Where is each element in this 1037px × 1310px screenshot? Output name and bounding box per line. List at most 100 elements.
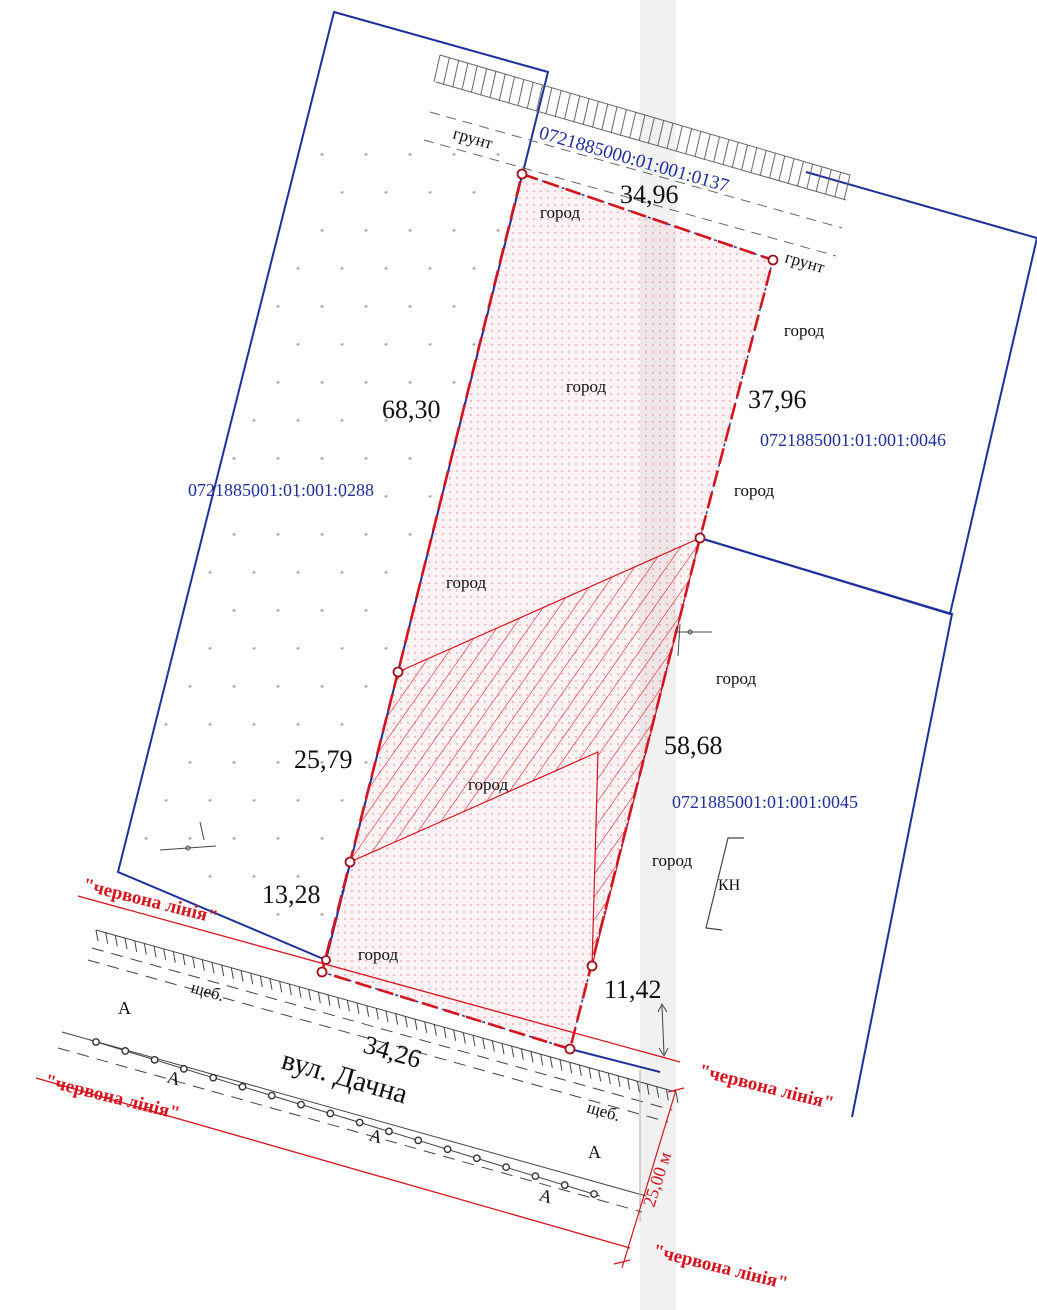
- street-tick: [482, 1037, 486, 1050]
- street-tick: [259, 975, 263, 987]
- parcel-number-west: 0721885001:01:001:0288: [188, 480, 374, 500]
- garden-mark: ″: [408, 456, 412, 466]
- building-label: КН: [718, 877, 741, 894]
- street-tick: [443, 1027, 447, 1039]
- garden-mark: ″: [320, 684, 324, 694]
- street-width-dimension: [613, 1087, 685, 1269]
- garden-mark: ″: [232, 608, 236, 618]
- street-tick: [559, 1059, 563, 1071]
- garden-mark: ″: [364, 684, 368, 694]
- garden-mark: ″: [428, 494, 432, 504]
- garden-mark: ″: [276, 684, 280, 694]
- garden-mark: ″: [472, 266, 476, 276]
- garden-mark: ″: [164, 722, 168, 732]
- dim-north: 34,96: [620, 180, 679, 209]
- garden-mark: ″: [252, 494, 256, 504]
- soil-tick: [489, 71, 497, 99]
- street-tick: [308, 989, 312, 1001]
- street-tick: [172, 951, 176, 963]
- street-tick: [124, 938, 128, 950]
- street-tick: [453, 1029, 457, 1041]
- garden-mark: ″: [232, 760, 236, 770]
- soil-tick: [647, 117, 655, 144]
- garden-mark: ″: [276, 456, 280, 466]
- garden-mark: ″: [364, 608, 368, 618]
- street-tick: [414, 1019, 418, 1031]
- garden-mark: ″: [232, 532, 236, 542]
- street-tick: [143, 943, 147, 955]
- soil-tick: [591, 101, 599, 128]
- street-tick: [356, 1002, 360, 1014]
- garden-mark: ″: [276, 380, 280, 390]
- parcel-number-east: 0721885001:01:001:0045: [672, 792, 858, 812]
- garden-mark: ″: [208, 722, 212, 732]
- street-tick: [105, 932, 109, 944]
- soil-tick: [517, 79, 525, 107]
- garden-mark: ″: [296, 722, 300, 732]
- pole-marker: [326, 1109, 335, 1118]
- pole-line-wire: [89, 1039, 601, 1197]
- red-line-label: "червона лінія": [43, 1070, 182, 1124]
- street-tick: [607, 1073, 611, 1085]
- pole-marker: [297, 1100, 305, 1109]
- garden-mark: ″: [384, 418, 388, 428]
- soil-tick: [722, 139, 730, 166]
- garden-mark: ″: [276, 608, 280, 618]
- street-tick: [491, 1040, 495, 1052]
- street-tick: [375, 1008, 379, 1020]
- soil-tick: [619, 109, 627, 136]
- street-tick: [114, 935, 118, 947]
- garden-mark: ″: [320, 228, 324, 238]
- street-tick: [404, 1016, 408, 1028]
- garden-mark: ″: [320, 304, 324, 314]
- garden-mark: ″: [340, 418, 344, 428]
- garden-mark: ″: [408, 152, 412, 162]
- dim-east-lower: 11,42: [604, 975, 662, 1004]
- garden-mark: ″: [384, 646, 388, 656]
- asphalt-label: А: [367, 1125, 385, 1148]
- gravel-label: щеб.: [189, 978, 226, 1006]
- soil-tick: [824, 169, 832, 195]
- garden-mark: ″: [364, 304, 368, 314]
- red-line-label: "червона лінія": [697, 1060, 836, 1114]
- street-tick: [288, 983, 292, 996]
- soil-tick: [480, 68, 488, 96]
- garden-mark: ″: [296, 342, 300, 352]
- soil-tick: [498, 73, 506, 101]
- soil-label: грунт: [451, 124, 496, 154]
- street-tick: [617, 1075, 621, 1087]
- soil-tick: [759, 150, 767, 176]
- land-use-label: город: [734, 481, 775, 500]
- street-tick: [317, 992, 321, 1004]
- dim-west-middle: 25,79: [294, 745, 353, 774]
- soil-tick: [582, 98, 590, 126]
- garden-mark: ″: [320, 380, 324, 390]
- street-tick: [588, 1067, 592, 1079]
- soil-tick: [470, 65, 478, 93]
- garden-mark: ″: [340, 494, 344, 504]
- soil-tick: [713, 136, 721, 163]
- soil-tick: [601, 103, 609, 131]
- land-use-label: город: [446, 573, 487, 592]
- street-tick: [646, 1083, 650, 1095]
- pole-marker: [560, 1181, 569, 1189]
- hatched-zone: [350, 538, 700, 966]
- garden-mark: ″: [384, 190, 388, 200]
- garden-mark: ″: [252, 418, 256, 428]
- garden-mark: ″: [496, 152, 500, 162]
- garden-mark: ″: [320, 608, 324, 618]
- garden-mark: ″: [296, 418, 300, 428]
- land-use-label: город: [784, 321, 825, 340]
- street-tick: [675, 1091, 679, 1104]
- soil-tick: [638, 114, 646, 142]
- parcel-number-north-east: 0721885001:01:001:0046: [760, 430, 946, 450]
- soil-tick: [666, 123, 674, 150]
- street-tick: [598, 1070, 602, 1082]
- garden-mark: ″: [428, 190, 432, 200]
- dim-east-upper: 37,96: [748, 385, 807, 414]
- garden-marks: ″ ″ ″ ″ ″ ″ ″ ″ ″ ″ ″ ″ ″ ″ ″ ″ ″ ″ ″ ″ ″ ″ ″ ″ ″ ″ ″ ″ ″ ″ ″ ″ ″ ″ ″ ″ ″ ″ ″ ″…: [144, 152, 500, 922]
- land-use-label: город: [566, 377, 607, 396]
- soil-tick: [433, 54, 441, 83]
- garden-mark: ″: [144, 836, 148, 846]
- pole-marker: [472, 1154, 481, 1163]
